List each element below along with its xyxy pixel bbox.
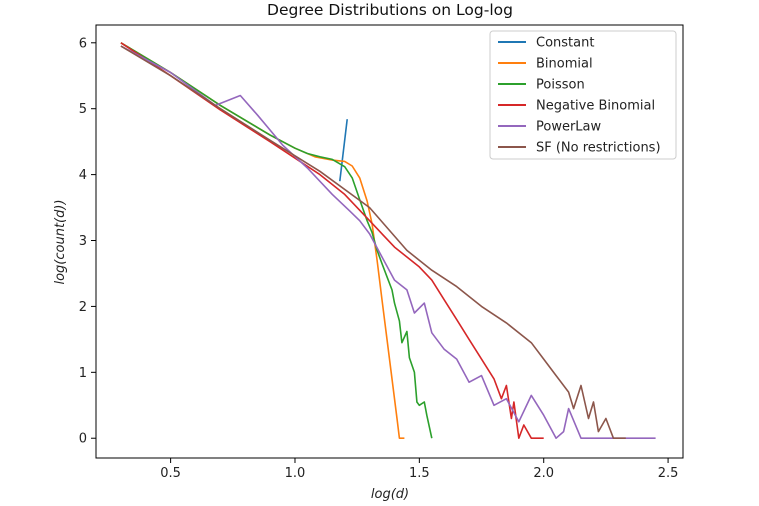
legend-box [489,30,677,160]
y-tick-label: 3 [79,234,87,249]
legend-label-2: Poisson [536,78,585,93]
legend-label-0: Constant [536,36,594,51]
legend-label-1: Binomial [536,57,593,72]
series-layer [120,42,656,440]
y-tick-label: 1 [79,366,87,381]
x-tick-label: 0.5 [160,466,181,481]
y-tick-label: 2 [79,300,87,315]
y-tick-label: 5 [79,102,87,117]
y-tick-label: 6 [79,36,87,51]
x-tick-label: 1.0 [285,466,306,481]
x-tick-label: 1.5 [409,466,430,481]
x-axis: 0.5 1.0 1.5 2.0 2.5 [160,458,678,481]
y-tick-label: 0 [79,432,87,447]
x-tick-label: 2.5 [658,466,679,481]
legend-label-4: PowerLaw [536,120,602,135]
series-line-3 [120,42,544,440]
series-line-1 [120,42,405,440]
plot-area: 0.5 1.0 1.5 2.0 2.5 0 1 2 3 4 5 6 [79,24,684,481]
series-line-5 [120,45,626,440]
chart-title: Degree Distributions on Log-log [267,1,513,19]
plot-frame [95,24,684,459]
y-axis-label: log(count(d)) [53,199,68,284]
series-line-0 [339,119,348,182]
legend-label-5: SF (No restrictions) [536,141,661,156]
y-tick-label: 4 [79,168,87,183]
series-line-2 [120,42,433,439]
x-axis-label: log(d) [371,487,409,502]
x-tick-label: 2.0 [533,466,554,481]
legend-label-3: Negative Binomial [536,99,655,114]
y-axis: 0 1 2 3 4 5 6 [79,36,96,447]
legend: Constant Binomial Poisson Negative Binomial… [489,30,677,160]
